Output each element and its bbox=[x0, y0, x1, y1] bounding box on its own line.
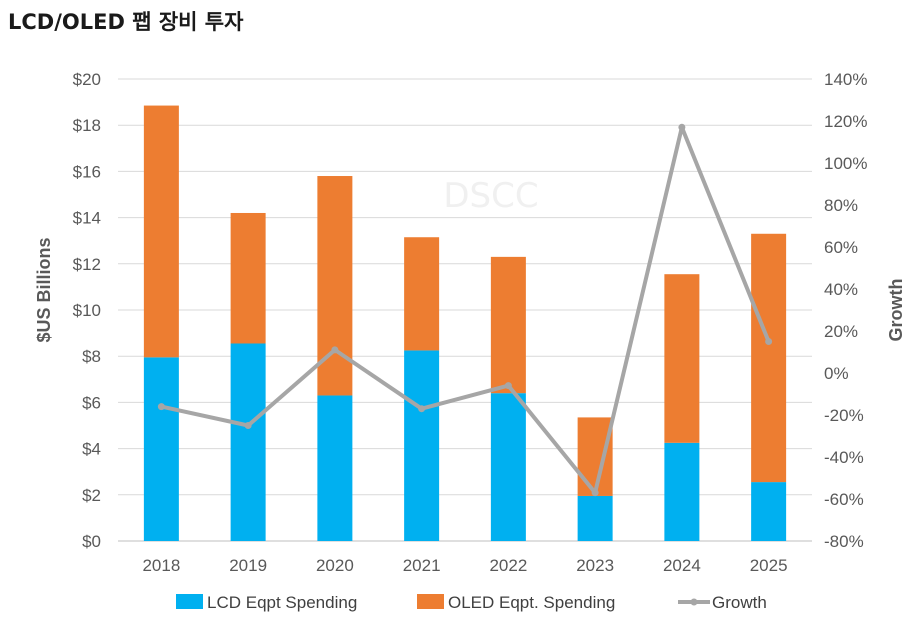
y2-tick-label: -40% bbox=[824, 448, 864, 467]
y-tick-label: $6 bbox=[82, 393, 101, 412]
lcd-bar bbox=[230, 343, 266, 541]
y2-tick-label: 0% bbox=[824, 364, 849, 383]
oled-bar bbox=[577, 417, 613, 496]
legend-label-growth: Growth bbox=[712, 593, 767, 612]
oled-bar bbox=[143, 105, 179, 358]
y2-tick-label: 140% bbox=[824, 70, 867, 89]
grid-lines bbox=[118, 78, 812, 542]
lcd-bar bbox=[490, 393, 526, 541]
y-tick-label: $18 bbox=[73, 116, 101, 135]
y-tick-label: $12 bbox=[73, 255, 101, 274]
growth-line bbox=[157, 123, 773, 497]
y2-tick-label: 100% bbox=[824, 154, 867, 173]
growth-point bbox=[157, 403, 165, 411]
x-tick-label: 2024 bbox=[663, 556, 701, 575]
oled-bar bbox=[490, 256, 526, 394]
x-tick-label: 2019 bbox=[229, 556, 267, 575]
y2-tick-label: 20% bbox=[824, 322, 858, 341]
growth-point bbox=[765, 338, 773, 345]
y2-tick-label: -20% bbox=[824, 406, 864, 425]
legend-label-lcd: LCD Eqpt Spending bbox=[207, 593, 357, 612]
lcd-bar bbox=[577, 495, 613, 541]
growth-line-path bbox=[159, 125, 771, 495]
legend-marker-growth bbox=[690, 598, 698, 606]
y-tick-label: $0 bbox=[82, 532, 101, 551]
y2-tick-label: 60% bbox=[824, 238, 858, 257]
x-tick-label: 2025 bbox=[750, 556, 788, 575]
y2-tick-label: 80% bbox=[824, 196, 858, 215]
y-axis-title: $US Billions bbox=[34, 237, 54, 342]
oled-bar bbox=[404, 237, 440, 351]
lcd-bar bbox=[143, 357, 179, 541]
page-title: LCD/OLED 팹 장비 투자 bbox=[8, 10, 244, 34]
oled-bar bbox=[664, 274, 700, 443]
x-tick-label: 2023 bbox=[576, 556, 614, 575]
legend: LCD Eqpt Spending OLED Eqpt. Spending Grow… bbox=[176, 593, 767, 612]
y-axis-ticks: $0 $2 $4 $6 $8 $10 $12 $14 $16 $18 $20 bbox=[73, 70, 101, 551]
lcd-bar bbox=[317, 395, 353, 541]
watermark: DSCC bbox=[443, 176, 538, 216]
lcd-bar bbox=[751, 482, 787, 541]
growth-point bbox=[591, 489, 599, 497]
lcd-bar bbox=[404, 350, 440, 541]
growth-point bbox=[418, 405, 426, 413]
y2-tick-label: -80% bbox=[824, 532, 864, 551]
y-tick-label: $10 bbox=[73, 301, 101, 320]
x-tick-label: 2021 bbox=[403, 556, 441, 575]
y2-tick-label: 40% bbox=[824, 280, 858, 299]
legend-label-oled: OLED Eqpt. Spending bbox=[448, 593, 615, 612]
growth-point bbox=[504, 382, 512, 390]
y2-tick-label: 120% bbox=[824, 112, 867, 131]
y-tick-label: $14 bbox=[73, 209, 101, 228]
lcd-bar bbox=[664, 442, 700, 541]
oled-bar bbox=[751, 233, 787, 483]
y-tick-label: $8 bbox=[82, 347, 101, 366]
bars bbox=[143, 105, 787, 541]
oled-bar bbox=[230, 212, 266, 344]
x-axis-ticks: 2018 2019 2020 2021 2022 2023 2024 2025 bbox=[142, 556, 787, 575]
legend-swatch-lcd bbox=[176, 594, 203, 609]
growth-point bbox=[678, 123, 686, 131]
y2-tick-label: -60% bbox=[824, 490, 864, 509]
legend-swatch-oled bbox=[417, 594, 444, 609]
growth-point bbox=[331, 346, 339, 354]
x-tick-label: 2020 bbox=[316, 556, 354, 575]
x-tick-label: 2022 bbox=[489, 556, 527, 575]
y-tick-label: $2 bbox=[82, 486, 101, 505]
growth-point bbox=[244, 422, 252, 429]
y2-axis-ticks: -80% -60% -40% -20% 0% 20% 40% 60% 80% 100% 120% 14… bbox=[824, 70, 867, 551]
y-tick-label: $4 bbox=[82, 440, 101, 459]
y-tick-label: $16 bbox=[73, 162, 101, 181]
y2-axis-title: Growth bbox=[886, 279, 906, 342]
y-tick-label: $20 bbox=[73, 70, 101, 89]
x-tick-label: 2018 bbox=[142, 556, 180, 575]
